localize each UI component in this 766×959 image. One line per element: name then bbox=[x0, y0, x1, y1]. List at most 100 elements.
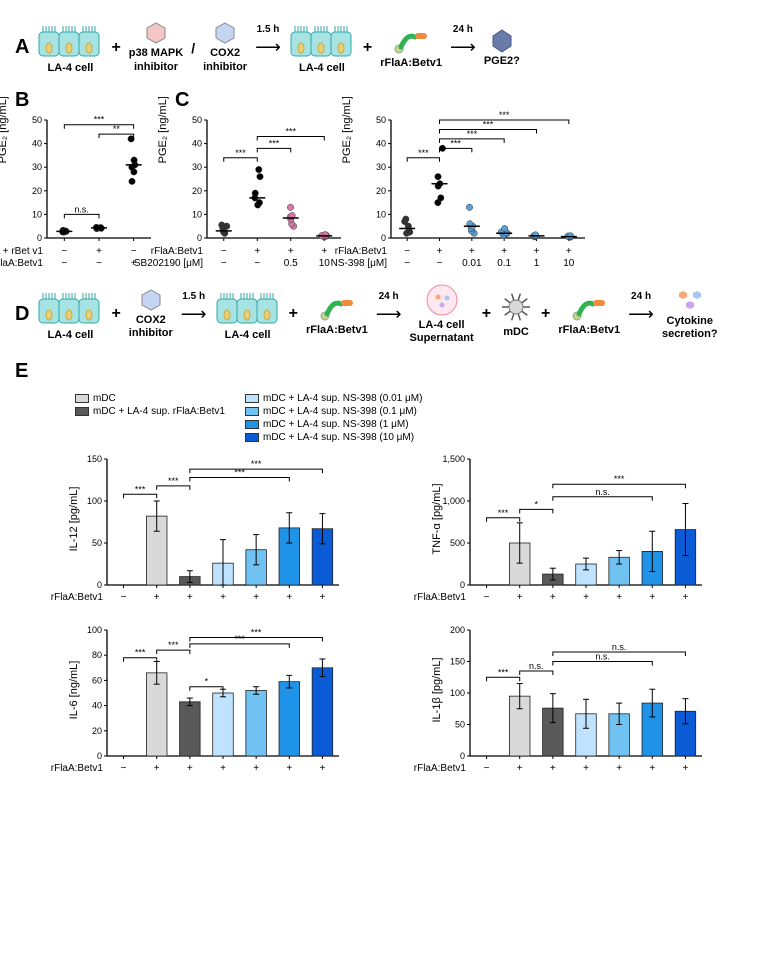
svg-text:20: 20 bbox=[192, 186, 202, 196]
svg-text:*: * bbox=[205, 676, 209, 686]
svg-text:50: 50 bbox=[455, 719, 465, 729]
rflaa-icon bbox=[319, 292, 355, 322]
diagram-label: LA-4 cellSupernatant bbox=[410, 319, 474, 345]
plus-icon: + bbox=[111, 305, 120, 323]
svg-text:IL-6 [ng/mL]: IL-6 [ng/mL] bbox=[68, 660, 80, 719]
svg-text:n.s.: n.s. bbox=[612, 642, 627, 652]
svg-text:100: 100 bbox=[87, 496, 102, 506]
svg-text:0: 0 bbox=[381, 233, 386, 243]
diagram-label: LA-4 cell bbox=[48, 62, 94, 75]
svg-text:***: *** bbox=[235, 148, 246, 158]
plus-icon: + bbox=[541, 305, 550, 323]
svg-text:150: 150 bbox=[450, 656, 465, 666]
legend-item: mDC + LA-4 sup. rFlaA:Betv1 bbox=[75, 406, 225, 417]
plus-icon: + bbox=[363, 39, 372, 57]
svg-text:0: 0 bbox=[97, 751, 102, 761]
la4-cell-icon bbox=[37, 287, 103, 327]
svg-text:***: *** bbox=[168, 475, 179, 485]
svg-text:200: 200 bbox=[450, 625, 465, 635]
svg-text:***: *** bbox=[467, 129, 478, 139]
svg-text:100: 100 bbox=[450, 688, 465, 698]
svg-text:*: * bbox=[535, 499, 539, 509]
legend-item: mDC + LA-4 sup. NS-398 (0.1 μM) bbox=[245, 406, 422, 417]
svg-text:0: 0 bbox=[197, 233, 202, 243]
svg-text:***: *** bbox=[498, 507, 509, 517]
diagram-label: COX2inhibitor bbox=[203, 47, 247, 73]
svg-text:n.s.: n.s. bbox=[595, 486, 610, 496]
panel-b: B PGE₂ [ng/mL]01020304050n.s.*****rFlaA … bbox=[15, 89, 155, 269]
svg-text:***: *** bbox=[94, 115, 105, 125]
plus-icon: + bbox=[111, 39, 120, 57]
diagram-label: mDC bbox=[503, 326, 529, 339]
svg-text:1,000: 1,000 bbox=[442, 496, 465, 506]
inhibitor-icon bbox=[213, 21, 237, 45]
svg-text:150: 150 bbox=[87, 454, 102, 464]
diagram-label: p38 MAPKinhibitor bbox=[129, 47, 183, 73]
bar-chart: 020406080100*************IL-6 [ng/mL]rFl… bbox=[65, 620, 388, 775]
panel-e-label: E bbox=[15, 360, 28, 382]
rflaa-icon bbox=[393, 25, 429, 55]
diagram-label: COX2inhibitor bbox=[129, 314, 173, 340]
svg-text:10: 10 bbox=[376, 210, 386, 220]
svg-text:10: 10 bbox=[32, 210, 42, 220]
rflaa-icon bbox=[571, 292, 607, 322]
arrow-icon: 1.5 h⟶ bbox=[181, 304, 207, 325]
svg-text:50: 50 bbox=[92, 538, 102, 548]
inhibitor-icon bbox=[144, 21, 168, 45]
svg-text:***: *** bbox=[251, 459, 262, 469]
svg-text:***: *** bbox=[498, 667, 509, 677]
svg-text:***: *** bbox=[499, 110, 510, 120]
svg-text:***: *** bbox=[450, 139, 461, 149]
panel-b-label: B bbox=[15, 89, 29, 111]
svg-text:IL-1β [pg/mL]: IL-1β [pg/mL] bbox=[431, 657, 443, 722]
legend-item: mDC + LA-4 sup. NS-398 (1 μM) bbox=[245, 419, 422, 430]
la4-cell-icon bbox=[215, 287, 281, 327]
svg-text:0: 0 bbox=[460, 580, 465, 590]
svg-text:***: *** bbox=[168, 640, 179, 650]
scatter-plot: PGE₂ [ng/mL]01020304050***************rF… bbox=[359, 112, 589, 269]
svg-text:1,500: 1,500 bbox=[442, 454, 465, 464]
diagram-label: Cytokinesecretion? bbox=[662, 315, 718, 341]
diagram-label: LA-4 cell bbox=[48, 329, 94, 342]
svg-text:500: 500 bbox=[450, 538, 465, 548]
panel-e: E mDC mDC + LA-4 sup. rFlaA:Betv1 mDC + LA… bbox=[15, 360, 751, 781]
la4-cell-icon bbox=[289, 20, 355, 60]
bar-chart: 05001,0001,500****n.s.***TNF-α [pg/mL]rF… bbox=[428, 449, 751, 604]
svg-text:***: *** bbox=[269, 139, 280, 149]
panel-a-label: A bbox=[15, 36, 29, 59]
arrow-icon: 24 h⟶ bbox=[450, 37, 476, 58]
plus-icon: + bbox=[289, 305, 298, 323]
svg-text:60: 60 bbox=[92, 675, 102, 685]
plus-icon: + bbox=[482, 305, 491, 323]
legend-item: mDC + LA-4 sup. NS-398 (10 μM) bbox=[245, 432, 422, 443]
svg-text:***: *** bbox=[234, 633, 245, 643]
diagram-label: rFlaA:Betv1 bbox=[558, 324, 620, 337]
arrow-icon: 1.5 h⟶ bbox=[255, 37, 281, 58]
svg-text:10: 10 bbox=[192, 210, 202, 220]
svg-text:40: 40 bbox=[32, 139, 42, 149]
svg-text:100: 100 bbox=[87, 625, 102, 635]
svg-text:40: 40 bbox=[376, 139, 386, 149]
svg-text:20: 20 bbox=[32, 186, 42, 196]
svg-text:TNF-α [pg/mL]: TNF-α [pg/mL] bbox=[431, 483, 443, 554]
legend-item: mDC + LA-4 sup. NS-398 (0.01 μM) bbox=[245, 393, 422, 404]
diagram-label: rFlaA:Betv1 bbox=[380, 57, 442, 70]
la4-cell-icon bbox=[37, 20, 103, 60]
y-axis-label: PGE₂ [ng/mL] bbox=[0, 96, 9, 163]
arrow-icon: 24 h⟶ bbox=[376, 304, 402, 325]
svg-text:0: 0 bbox=[460, 751, 465, 761]
bar-chart: 050100150************IL-12 [pg/mL]rFlaA:… bbox=[65, 449, 388, 604]
cytokine-icon bbox=[677, 287, 703, 313]
svg-text:30: 30 bbox=[192, 162, 202, 172]
supernatant-icon bbox=[425, 283, 459, 317]
svg-text:0: 0 bbox=[37, 233, 42, 243]
svg-text:20: 20 bbox=[376, 186, 386, 196]
panels-bc: B PGE₂ [ng/mL]01020304050n.s.*****rFlaA … bbox=[15, 89, 751, 269]
svg-text:50: 50 bbox=[192, 115, 202, 125]
inhibitor-icon bbox=[139, 288, 163, 312]
diagram-d: LA-4 cell+COX2inhibitor1.5 h⟶ LA-4 cell+… bbox=[37, 283, 717, 345]
bar-chart: 050100150200***n.s.n.s.n.s.IL-1β [pg/mL]… bbox=[428, 620, 751, 775]
svg-text:30: 30 bbox=[32, 162, 42, 172]
legend-item: mDC bbox=[75, 393, 225, 404]
svg-text:30: 30 bbox=[376, 162, 386, 172]
